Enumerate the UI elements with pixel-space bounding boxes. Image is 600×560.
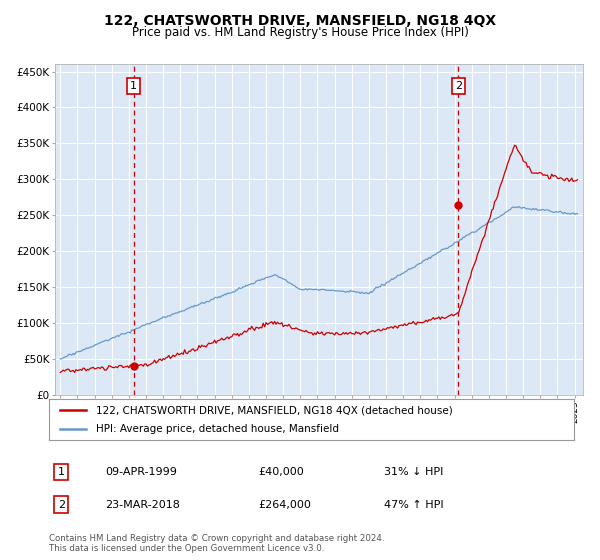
Text: 122, CHATSWORTH DRIVE, MANSFIELD, NG18 4QX: 122, CHATSWORTH DRIVE, MANSFIELD, NG18 4… — [104, 14, 496, 28]
Text: 122, CHATSWORTH DRIVE, MANSFIELD, NG18 4QX (detached house): 122, CHATSWORTH DRIVE, MANSFIELD, NG18 4… — [97, 405, 453, 415]
Text: 1: 1 — [130, 81, 137, 91]
Text: Price paid vs. HM Land Registry's House Price Index (HPI): Price paid vs. HM Land Registry's House … — [131, 26, 469, 39]
Text: 47% ↑ HPI: 47% ↑ HPI — [384, 500, 443, 510]
Text: 1: 1 — [58, 467, 65, 477]
Text: £264,000: £264,000 — [258, 500, 311, 510]
Text: 2: 2 — [58, 500, 65, 510]
Text: 09-APR-1999: 09-APR-1999 — [105, 467, 177, 477]
Text: 2: 2 — [455, 81, 462, 91]
Text: 23-MAR-2018: 23-MAR-2018 — [105, 500, 180, 510]
Text: Contains HM Land Registry data © Crown copyright and database right 2024.
This d: Contains HM Land Registry data © Crown c… — [49, 534, 385, 553]
Text: 31% ↓ HPI: 31% ↓ HPI — [384, 467, 443, 477]
Text: HPI: Average price, detached house, Mansfield: HPI: Average price, detached house, Mans… — [97, 424, 340, 433]
Text: £40,000: £40,000 — [258, 467, 304, 477]
